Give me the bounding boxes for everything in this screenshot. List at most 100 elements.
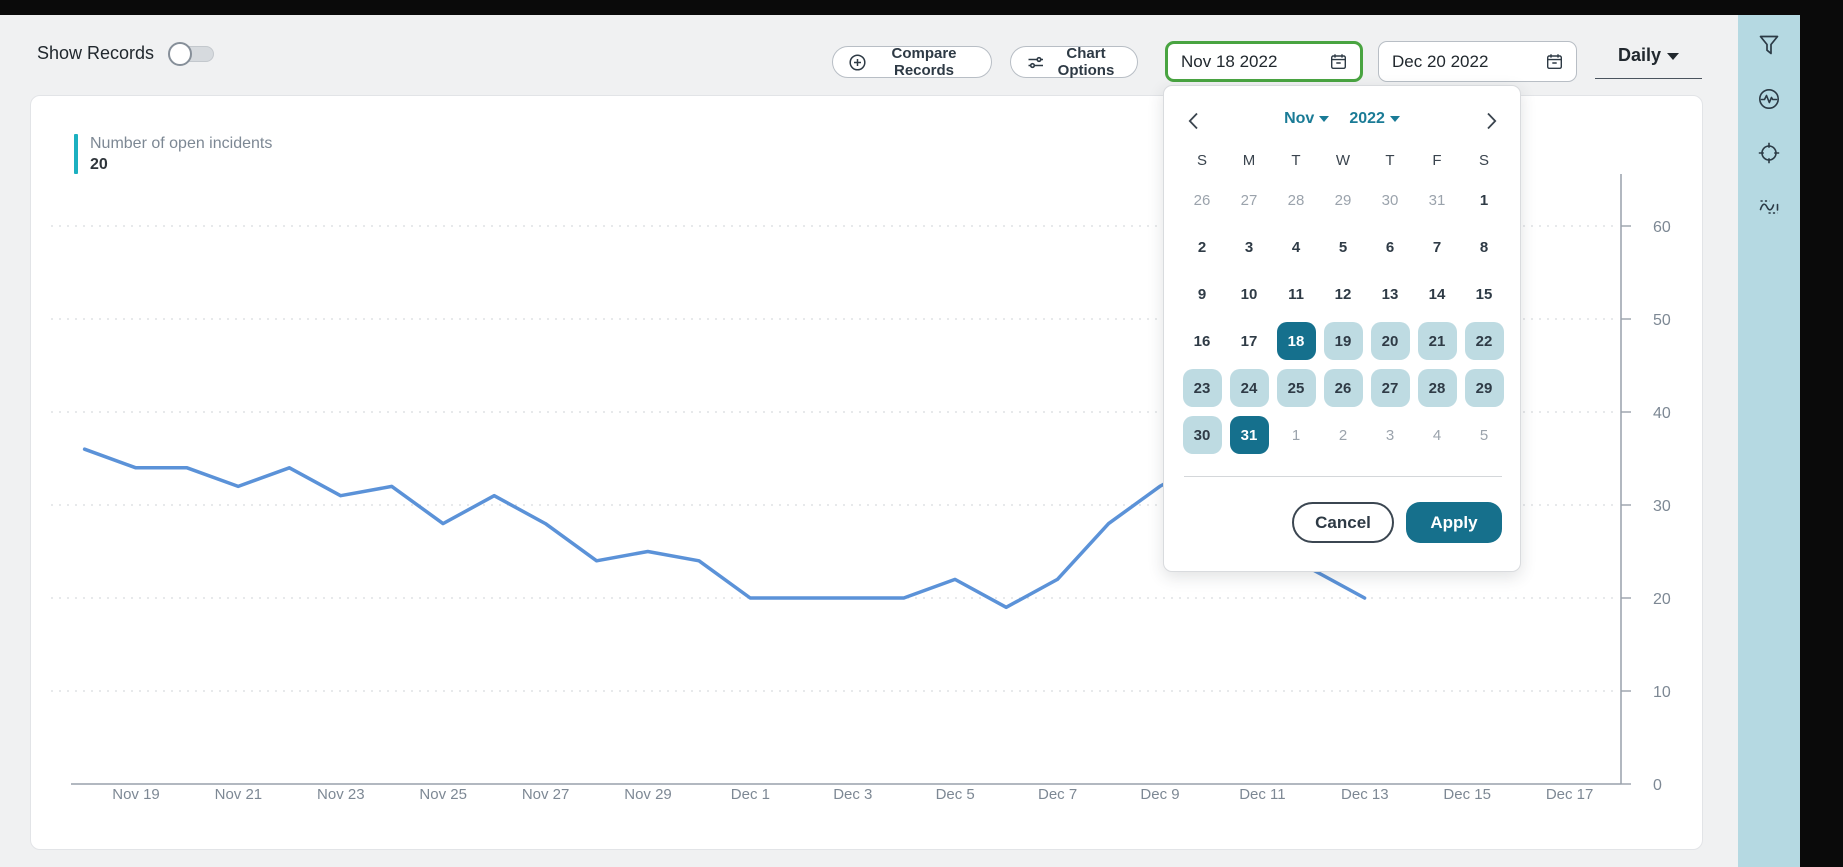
calendar-day[interactable]: 1 [1291,426,1301,444]
calendar-cell: 21 [1414,322,1461,360]
calendar-day[interactable]: 16 [1193,332,1211,350]
calendar-cell: 29 [1461,369,1508,407]
calendar-day[interactable]: 12 [1334,285,1352,303]
x-tick-label: Nov 21 [215,786,263,803]
calendar-cell: 14 [1414,275,1461,313]
month-select[interactable]: Nov [1284,110,1330,127]
circle-plus-icon [849,53,866,71]
x-tick-label: Dec 17 [1546,786,1594,803]
calendar-day[interactable]: 4 [1291,238,1301,256]
calendar-day[interactable]: 30 [1381,191,1399,209]
legend-latest-value: 20 [90,156,108,173]
chart-legend: Number of open incidents 20 [74,134,272,175]
calendar-cell: 1 [1273,416,1320,454]
calendar-day[interactable]: 9 [1197,285,1207,303]
previous-month-button[interactable] [1180,108,1206,134]
next-month-button[interactable] [1478,108,1504,134]
calendar-day[interactable]: 22 [1464,322,1504,360]
activity-monitor-icon[interactable] [1757,87,1781,111]
calendar-day[interactable]: 11 [1288,285,1304,303]
calendar-cell: 23 [1179,369,1226,407]
interval-label: Daily [1617,45,1662,65]
calendar-footer: Cancel Apply [1292,502,1502,543]
calendar-day[interactable]: 29 [1464,369,1504,407]
year-select[interactable]: 2022 [1349,110,1400,127]
calendar-cell: 27 [1226,181,1273,219]
baseline-wave-icon[interactable] [1757,195,1781,219]
calendar-day[interactable]: 1 [1479,191,1489,209]
calendar-cell: 31 [1414,181,1461,219]
calendar-day[interactable]: 5 [1338,238,1348,256]
filter-icon[interactable] [1757,33,1781,57]
calendar-day[interactable]: 4 [1432,426,1442,444]
calendar-day[interactable]: 31 [1229,416,1269,454]
calendar-day[interactable]: 29 [1334,191,1352,209]
calendar-cell: 19 [1320,322,1367,360]
calendar-icon[interactable] [1330,53,1347,70]
calendar-day[interactable]: 18 [1276,322,1316,360]
compare-records-button[interactable]: Compare Records [832,45,992,79]
calendar-day[interactable]: 27 [1240,191,1258,209]
target-icon[interactable] [1757,141,1781,165]
start-date-input[interactable]: Nov 18 2022 [1165,41,1363,82]
calendar-divider [1184,476,1502,477]
apply-button[interactable]: Apply [1406,502,1502,543]
calendar-day[interactable]: 26 [1193,191,1211,209]
calendar-cell: 17 [1226,322,1273,360]
calendar-cell: 1 [1461,181,1508,219]
x-tick-label: Dec 1 [731,786,770,803]
weekday-label: T [1291,151,1301,169]
calendar-day[interactable]: 21 [1417,322,1457,360]
calendar-day[interactable]: 17 [1240,332,1258,350]
calendar-day[interactable]: 6 [1385,238,1395,256]
calendar-day[interactable]: 14 [1428,285,1446,303]
calendar-day[interactable]: 8 [1479,238,1489,256]
calendar-day[interactable]: 13 [1381,285,1399,303]
calendar-grid: S M T W T F S 26 27 28 29 30 31 1 2 3 4 5 6 7 8 9 10 11 12 13 14 15… [1178,148,1508,454]
calendar-day[interactable]: 20 [1370,322,1410,360]
chevron-right-icon [1486,112,1496,130]
calendar-day[interactable]: 28 [1417,369,1457,407]
calendar-day[interactable]: 27 [1370,369,1410,407]
calendar-day[interactable]: 15 [1475,285,1493,303]
calendar-day[interactable]: 2 [1197,238,1207,256]
calendar-day[interactable]: 23 [1182,369,1222,407]
calendar-cell: 5 [1320,228,1367,266]
calendar-day[interactable]: 24 [1229,369,1269,407]
calendar-day[interactable]: 19 [1323,322,1363,360]
calendar-day[interactable]: 25 [1276,369,1316,407]
calendar-cell: 2 [1179,228,1226,266]
calendar-cell: 26 [1320,369,1367,407]
show-records-toggle[interactable] [168,41,215,66]
show-records-control: Show Records [37,41,215,66]
calendar-day[interactable]: 10 [1240,285,1258,303]
x-tick-label: Dec 15 [1443,786,1491,803]
y-tick-label: 40 [1653,405,1671,422]
y-tick-label: 50 [1653,312,1671,329]
calendar-cell: 6 [1367,228,1414,266]
interval-select[interactable]: Daily [1595,45,1702,79]
right-icon-rail [1738,15,1800,867]
calendar-cell: 24 [1226,369,1273,407]
calendar-day[interactable]: 26 [1323,369,1363,407]
calendar-day[interactable]: 3 [1385,426,1395,444]
calendar-day[interactable]: 5 [1479,426,1489,444]
x-tick-label: Nov 23 [317,786,365,803]
calendar-cell: 12 [1320,275,1367,313]
y-tick-label: 30 [1653,498,1671,515]
calendar-icon[interactable] [1546,53,1563,70]
cancel-button[interactable]: Cancel [1292,502,1394,543]
calendar-day[interactable]: 30 [1182,416,1222,454]
calendar-day[interactable]: 2 [1338,426,1348,444]
chart-options-button[interactable]: Chart Options [1010,45,1138,79]
end-date-input[interactable]: Dec 20 2022 [1378,41,1577,82]
toggle-knob [168,41,193,66]
x-tick-label: Nov 29 [624,786,672,803]
main-area: Show Records Compare Records Chart Optio… [0,15,1800,867]
calendar-day[interactable]: 28 [1287,191,1305,209]
calendar-day[interactable]: 31 [1428,191,1446,209]
calendar-day[interactable]: 7 [1432,238,1442,256]
x-tick-label: Dec 9 [1140,786,1179,803]
calendar-day[interactable]: 3 [1244,238,1254,256]
